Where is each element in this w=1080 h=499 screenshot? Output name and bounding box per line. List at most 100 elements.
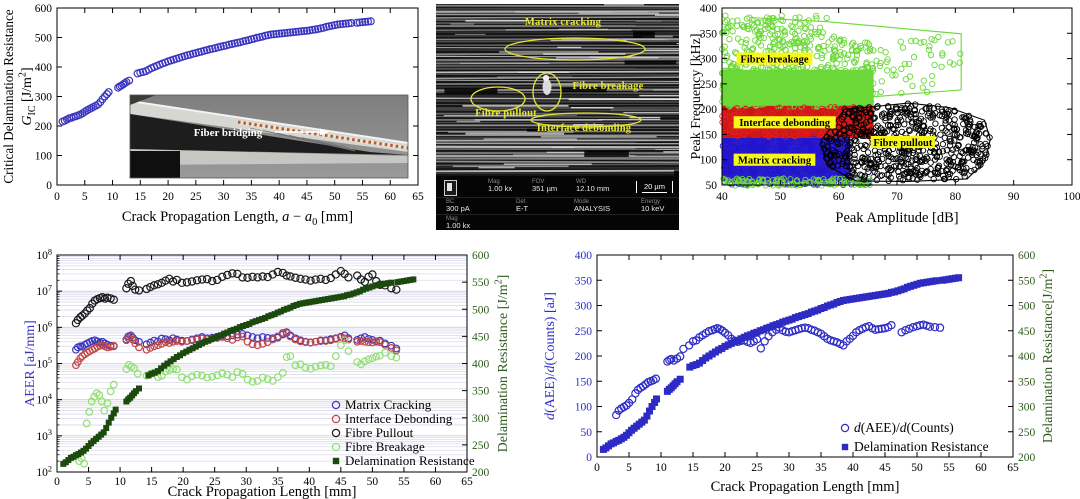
ae-event — [909, 149, 917, 157]
ae-event — [855, 84, 862, 92]
data-point-square — [378, 281, 385, 288]
y-right-tick-label: 550 — [472, 277, 490, 289]
ae-event — [840, 50, 848, 57]
ae-event — [954, 131, 961, 139]
data-point-circle — [291, 273, 300, 282]
ae-event — [764, 174, 771, 181]
y-tick-label: 0 — [46, 180, 52, 192]
ae-event — [917, 170, 924, 177]
ae-event — [743, 36, 750, 43]
data-point-square — [643, 412, 651, 420]
y-right-tick-label: 350 — [1018, 376, 1036, 388]
ae-event — [923, 167, 931, 175]
ae-event — [945, 124, 953, 131]
chart-ae-peak-frequency-vs-amplitude: Fibre breakage Interface debonding Matrix … — [690, 3, 1080, 226]
data-point-circle — [316, 361, 325, 370]
data-point-circle — [651, 374, 661, 383]
ae-event — [919, 84, 926, 91]
ae-event — [742, 40, 749, 47]
data-point-square — [230, 326, 237, 333]
ae-event — [860, 176, 868, 183]
fibre-streak — [436, 82, 679, 85]
ae-event — [861, 66, 868, 73]
data-point-circle — [130, 364, 138, 373]
x-tick-label: 30 — [218, 191, 230, 203]
y-tick-label: 300 — [575, 301, 593, 313]
data-point-square — [186, 346, 193, 353]
ae-event — [887, 109, 894, 116]
ae-event — [765, 73, 772, 80]
ae-event — [917, 39, 924, 46]
ae-event — [790, 67, 797, 75]
data-point-square — [341, 293, 347, 300]
databar-value: 351 µm — [532, 184, 558, 194]
ae-event — [939, 52, 946, 59]
data-point-square — [110, 410, 117, 417]
y-tick-label: 200 — [575, 351, 593, 363]
ae-event — [760, 34, 768, 42]
data-point-circle — [278, 368, 287, 377]
data-point-square — [356, 288, 363, 295]
ae-event — [959, 149, 966, 157]
ae-event — [950, 162, 957, 169]
ae-event — [825, 86, 832, 93]
ae-event — [946, 59, 954, 66]
ae-event — [759, 176, 767, 183]
ae-event — [908, 37, 915, 45]
ae-event — [781, 31, 789, 38]
ae-event — [865, 41, 873, 48]
fibre-streak — [436, 47, 679, 49]
data-point-circle — [347, 19, 356, 28]
data-point-square — [246, 320, 253, 327]
data-point-square — [277, 308, 284, 315]
data-point-circle — [193, 370, 201, 379]
y-right-tick-label: 300 — [1018, 402, 1036, 414]
ae-event — [872, 164, 880, 171]
ae-event — [735, 129, 742, 135]
data-point-circle — [622, 401, 631, 410]
data-point-circle — [289, 28, 298, 37]
scale-bar: 20 µm — [636, 181, 673, 193]
y-tick-label: 150 — [575, 376, 593, 388]
y-tick-label: 200 — [35, 121, 53, 133]
ae-event — [841, 90, 848, 97]
ae-event — [786, 130, 792, 137]
data-point-square — [334, 294, 341, 301]
ae-event — [847, 88, 854, 95]
ae-event — [744, 178, 751, 185]
ae-event — [882, 162, 889, 169]
x-axis-label: Crack Propagation Length, a − a0 [mm] — [122, 209, 353, 228]
data-point-circle — [357, 337, 365, 345]
ae-event — [943, 160, 950, 167]
ae-event — [797, 92, 804, 99]
legend-label: Delamination Resistance — [854, 439, 989, 454]
ae-event — [797, 65, 804, 73]
fibre-streak — [436, 49, 679, 52]
ae-event — [757, 84, 764, 91]
ae-event — [849, 113, 856, 121]
ae-event — [931, 156, 939, 163]
x-tick-label: 20 — [162, 191, 174, 203]
ae-event — [858, 159, 865, 166]
x-tick-label: 50 — [775, 191, 787, 203]
ae-event — [854, 181, 862, 188]
ae-event — [735, 174, 742, 181]
fibre-streak — [436, 109, 679, 112]
ae-event — [929, 80, 936, 87]
data-point-circle — [316, 336, 325, 345]
data-point-circle — [272, 29, 281, 38]
ae-event — [799, 96, 806, 103]
ae-event — [774, 105, 781, 112]
data-point-square — [388, 279, 395, 286]
ae-event — [722, 129, 729, 136]
data-point-square — [296, 300, 303, 307]
data-point-circle — [392, 353, 401, 362]
data-point-circle — [331, 414, 341, 424]
data-point-circle — [326, 362, 335, 371]
ae-event — [733, 81, 741, 89]
x-axis-label: Crack Propagation Length [mm] — [711, 479, 900, 495]
data-point-circle — [188, 336, 196, 345]
data-point-circle — [153, 280, 163, 289]
ae-event — [764, 66, 771, 74]
region-label-box — [870, 135, 935, 149]
